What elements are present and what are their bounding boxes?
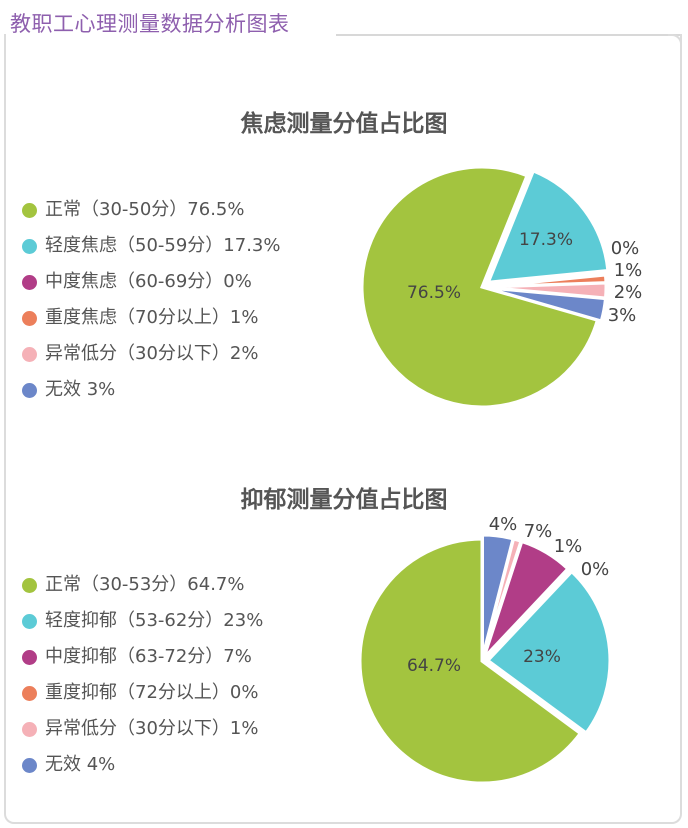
pie-slice xyxy=(485,569,612,735)
legend-label: 重度焦虑（70分以上）1% xyxy=(45,307,259,328)
legend-label: 异常低分（30分以下）1% xyxy=(45,718,259,739)
depression-pie: 64.7% 23% 1%0% 7% 4% xyxy=(358,514,612,785)
legend-item: 无效 4% xyxy=(22,747,263,783)
slice-label: 1% xyxy=(554,536,583,557)
anxiety-legend: 正常（30-50分）76.5% 轻度焦虑（50-59分）17.3% 中度焦虑（6… xyxy=(22,192,281,408)
legend-item: 异常低分（30分以下）2% xyxy=(22,336,281,372)
legend-label: 异常低分（30分以下）2% xyxy=(45,343,259,364)
anxiety-chart-title: 焦虑测量分值占比图 xyxy=(240,111,448,137)
legend-item: 重度焦虑（70分以上）1% xyxy=(22,300,281,336)
legend-swatch xyxy=(22,310,37,326)
legend-item: 中度抑郁（63-72分）7% xyxy=(22,639,263,675)
legend-item: 正常（30-53分）64.7% xyxy=(22,567,263,603)
legend-swatch xyxy=(22,382,37,398)
legend-item: 异常低分（30分以下）1% xyxy=(22,711,263,747)
frame-edge xyxy=(4,34,14,48)
legend-swatch xyxy=(22,685,37,701)
legend-item: 轻度抑郁（53-62分）23% xyxy=(22,603,263,639)
slice-label: 17.3% xyxy=(519,230,573,250)
legend-label: 无效 3% xyxy=(45,379,116,400)
pie-slice xyxy=(482,539,570,659)
depression-chart-title: 抑郁测量分值占比图 xyxy=(240,487,448,513)
legend-label: 轻度焦虑（50-59分）17.3% xyxy=(45,235,281,256)
legend-item: 正常（30-50分）76.5% xyxy=(22,192,281,228)
slice-label: 64.7% xyxy=(407,656,461,676)
slice-label: 76.5% xyxy=(407,283,461,303)
legend-item: 重度抑郁（72分以上）0% xyxy=(22,675,263,711)
legend-swatch xyxy=(22,202,37,218)
frame-corner xyxy=(668,34,682,48)
legend-swatch xyxy=(22,346,37,362)
slice-label: 3% xyxy=(608,305,637,326)
legend-label: 中度焦虑（60-69分）0% xyxy=(45,271,252,292)
slice-label: 1% xyxy=(614,260,643,281)
legend-label: 轻度抑郁（53-62分）23% xyxy=(45,610,264,631)
legend-swatch xyxy=(22,274,37,290)
pie-slice xyxy=(486,168,610,284)
legend-label: 中度抑郁（63-72分）7% xyxy=(45,646,252,667)
title-rule xyxy=(336,34,680,36)
slice-label: 23% xyxy=(523,647,561,667)
legend-item: 轻度焦虑（50-59分）17.3% xyxy=(22,228,281,264)
legend-label: 正常（30-53分）64.7% xyxy=(45,574,245,595)
legend-swatch xyxy=(22,613,37,629)
legend-label: 正常（30-50分）76.5% xyxy=(45,199,245,220)
legend-swatch xyxy=(22,649,37,665)
legend-swatch xyxy=(22,721,37,737)
legend-swatch xyxy=(22,757,37,773)
legend-label: 无效 4% xyxy=(45,754,116,775)
slice-label: 0% xyxy=(581,559,610,580)
depression-legend: 正常（30-53分）64.7% 轻度抑郁（53-62分）23% 中度抑郁（63-… xyxy=(22,567,263,783)
chart-frame xyxy=(4,34,682,824)
anxiety-pie: 76.5% 17.3% 0%1%2%3% xyxy=(360,165,643,409)
legend-item: 中度焦虑（60-69分）0% xyxy=(22,264,281,300)
legend-item: 无效 3% xyxy=(22,372,281,408)
slice-label: 0% xyxy=(611,238,640,259)
legend-swatch xyxy=(22,238,37,254)
pie-slice xyxy=(358,537,583,785)
pie-slice xyxy=(360,165,600,409)
slice-label: 2% xyxy=(614,282,643,303)
legend-label: 重度抑郁（72分以上）0% xyxy=(45,682,259,703)
legend-swatch xyxy=(22,577,37,593)
page-title: 教职工心理测量数据分析图表 xyxy=(10,12,290,36)
slice-label: 4% xyxy=(489,514,518,535)
slice-label: 7% xyxy=(524,521,553,542)
